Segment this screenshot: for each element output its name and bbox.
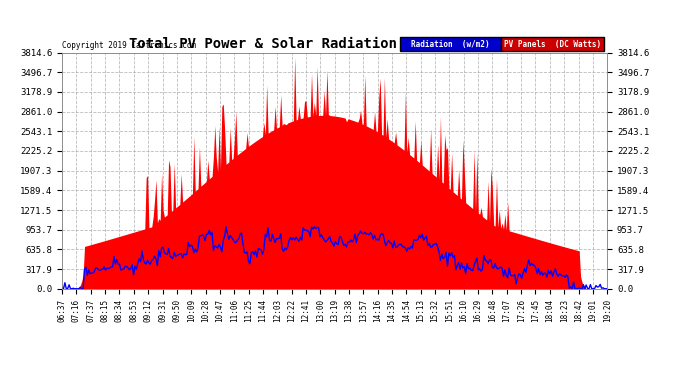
FancyBboxPatch shape bbox=[400, 37, 501, 51]
Text: Copyright 2019 Cartronics.com: Copyright 2019 Cartronics.com bbox=[62, 41, 196, 50]
Text: Radiation  (w/m2): Radiation (w/m2) bbox=[411, 40, 490, 49]
FancyBboxPatch shape bbox=[501, 37, 604, 51]
Text: PV Panels  (DC Watts): PV Panels (DC Watts) bbox=[504, 40, 601, 49]
Title: Total PV Power & Solar Radiation Tue Apr 16 19:30: Total PV Power & Solar Radiation Tue Apr… bbox=[130, 37, 540, 51]
